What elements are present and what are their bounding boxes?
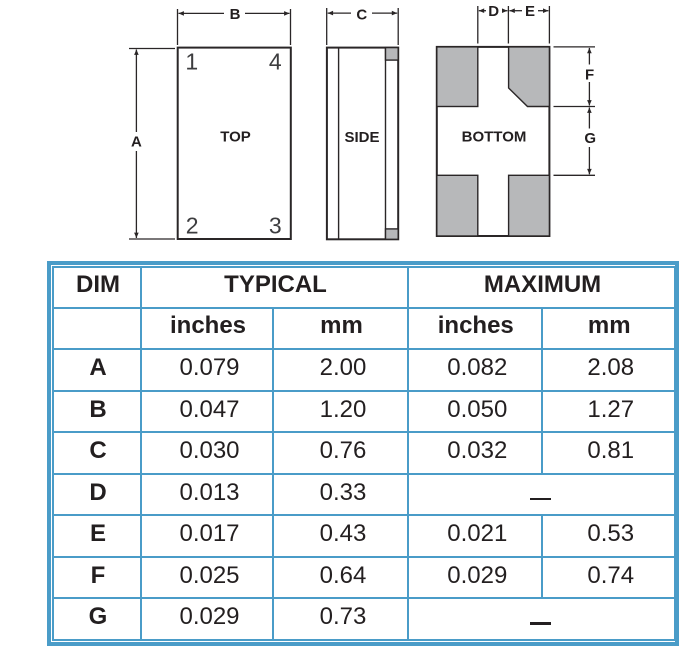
svg-text:G: G	[584, 130, 596, 147]
svg-text:1: 1	[185, 49, 198, 75]
svg-text:TOP: TOP	[220, 129, 251, 146]
svg-text:B: B	[230, 6, 241, 23]
svg-text:BOTTOM: BOTTOM	[462, 129, 527, 146]
svg-text:C: C	[356, 6, 367, 23]
svg-text:3: 3	[269, 212, 282, 238]
svg-text:F: F	[585, 66, 594, 83]
svg-text:4: 4	[269, 49, 282, 75]
svg-text:SIDE: SIDE	[344, 129, 379, 146]
svg-text:D: D	[488, 3, 499, 20]
svg-text:A: A	[131, 134, 142, 151]
svg-text:2: 2	[186, 212, 199, 238]
svg-text:E: E	[525, 3, 535, 20]
